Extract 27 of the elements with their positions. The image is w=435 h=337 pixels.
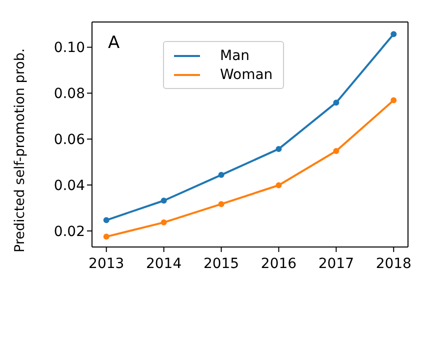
- point: [276, 146, 282, 152]
- point: [160, 219, 167, 226]
- y-tick-label: 0.06: [54, 132, 86, 148]
- x-tick-label: 2013: [88, 256, 124, 272]
- x-tick-label: 2017: [318, 256, 354, 272]
- legend-label: Man: [220, 48, 250, 64]
- point: [390, 31, 397, 38]
- y-tick-label: 0.10: [54, 40, 85, 56]
- x-tick-label: 2015: [203, 256, 240, 272]
- point: [390, 97, 397, 104]
- x-tick-label: 2018: [376, 256, 412, 272]
- y-tick-label: 0.04: [54, 178, 86, 194]
- point: [103, 234, 110, 240]
- annotation: A: [108, 33, 120, 53]
- y-tick-label: 0.08: [54, 86, 85, 102]
- point: [218, 201, 224, 208]
- point: [333, 148, 340, 154]
- y-tick-label: 0.02: [54, 224, 85, 240]
- point: [103, 217, 110, 224]
- point: [218, 172, 224, 178]
- point: [333, 100, 340, 106]
- legend-label: Woman: [220, 66, 273, 82]
- point: [160, 198, 167, 204]
- point: [276, 182, 282, 188]
- x-tick-label: 2014: [146, 256, 182, 272]
- y-axis-title: Predicted self-promotion prob.: [12, 48, 28, 252]
- x-tick-label: 2016: [260, 256, 297, 272]
